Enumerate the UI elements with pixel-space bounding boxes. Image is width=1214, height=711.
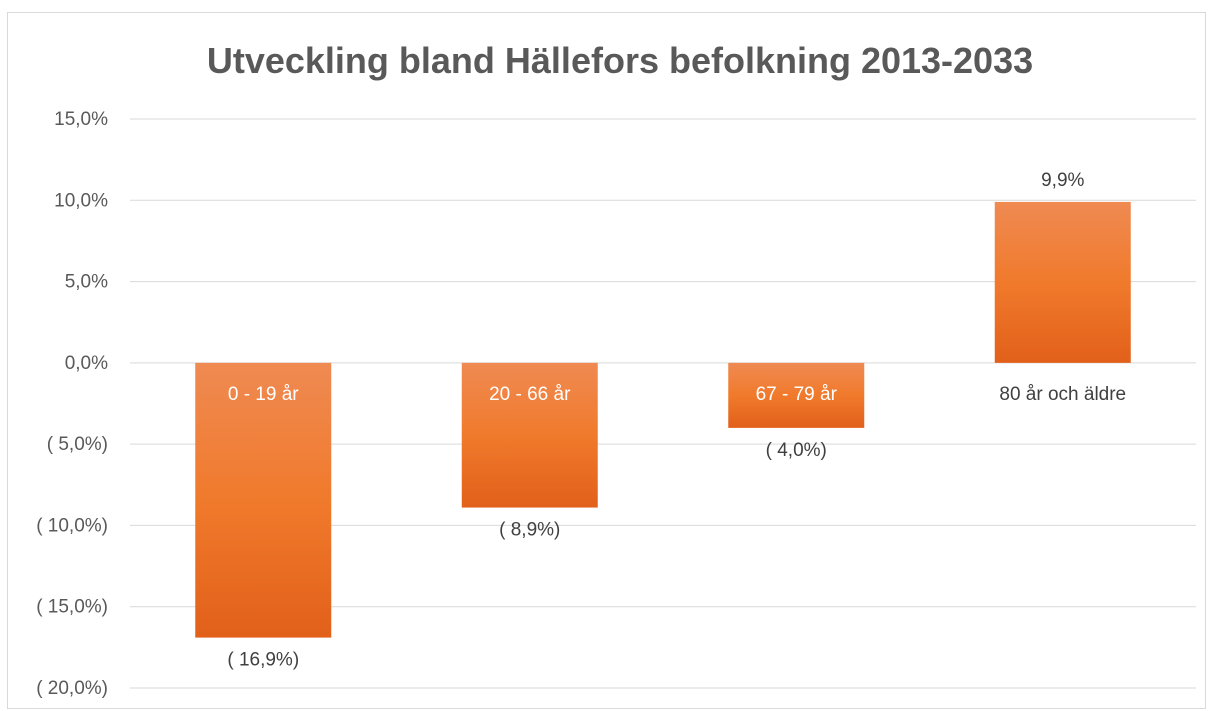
category-label: 0 - 19 år [228,384,299,405]
chart-title: Utveckling bland Hällefors befolkning 20… [206,40,1034,81]
bar [994,201,1131,363]
data-label: ( 8,9%) [499,520,560,541]
y-tick-label: ( 15,0%) [36,597,108,618]
data-label: ( 16,9%) [227,650,299,671]
y-tick-label: 5,0% [65,272,108,293]
y-tick-label: 0,0% [65,353,108,374]
category-label: 80 år och äldre [999,384,1126,405]
y-axis: 15,0% 10,0% 5,0% 0,0% ( 5,0%) ( 10,0%) ( 15,0%… [36,109,108,699]
chart-frame [7,12,1206,709]
bar [195,362,332,638]
y-tick-label: ( 20,0%) [36,678,108,699]
y-tick-label: ( 10,0%) [36,515,108,536]
data-label: 9,9% [1041,170,1084,191]
labels: ( 16,9%) 0 - 19 år ( 8,9%) 20 - 66 år ( 4,0%… [227,170,1126,671]
category-label: 67 - 79 år [756,384,838,405]
bar [728,362,865,428]
y-tick-label: 15,0% [54,109,108,130]
data-label: ( 4,0%) [766,440,827,461]
bars [195,201,1131,638]
bar [461,362,598,508]
y-tick-label: 10,0% [54,190,108,211]
y-tick-label: ( 5,0%) [47,434,108,455]
category-label: 20 - 66 år [489,384,571,405]
